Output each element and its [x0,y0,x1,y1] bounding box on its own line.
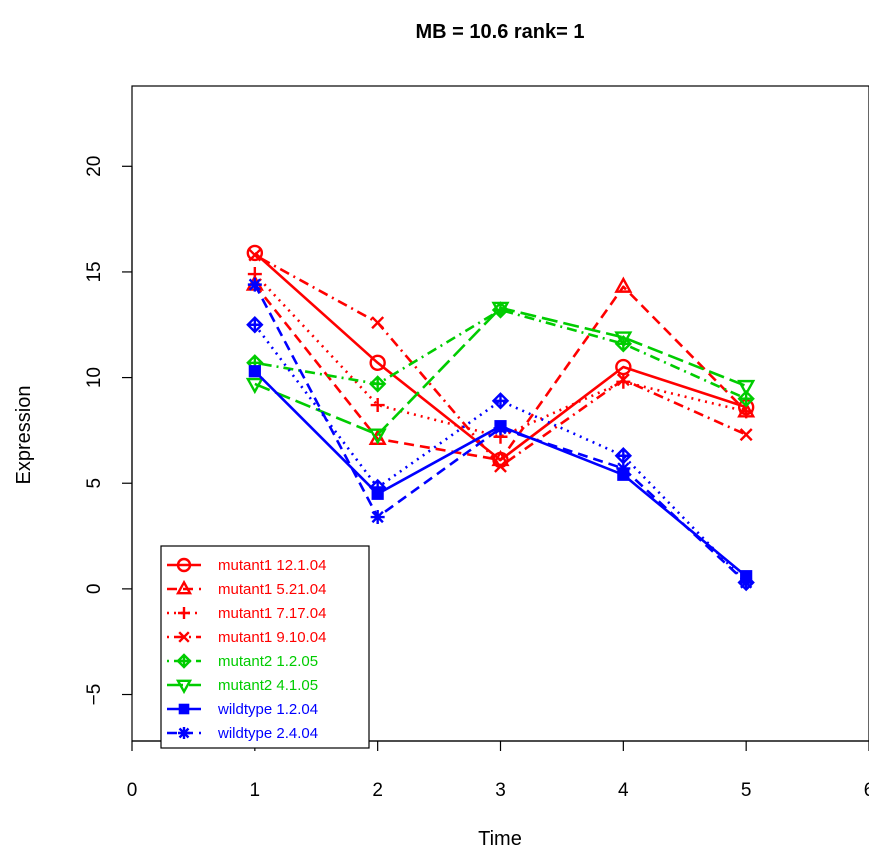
y-tick-label: 15 [84,261,105,282]
chart-title: MB = 10.6 rank= 1 [416,21,585,43]
series-line-3 [253,273,747,439]
legend-marker [175,579,193,595]
data-point-series-9 [368,478,387,497]
legend-label: mutant1 12.1.04 [218,557,326,574]
data-point-series-4 [371,316,385,330]
legend-marker [178,703,190,715]
series-line-8 [253,284,748,584]
data-point-series-6 [491,301,510,319]
legend-label: mutant2 1.2.05 [218,653,318,670]
data-point-series-2 [614,276,633,293]
x-tick-label: 0 [127,780,138,801]
data-point-series-7 [248,365,261,378]
data-point-series-4 [616,373,630,387]
legend-label: mutant1 7.17.04 [218,605,326,622]
data-point-series-9 [491,392,510,410]
data-point-series-6 [245,377,264,395]
data-point-series-6 [737,379,756,397]
y-tick-label: 0 [84,584,105,595]
y-tick-label: 5 [84,478,105,489]
x-tick-label: 1 [250,780,261,801]
series-line-2 [253,283,748,462]
data-point-series-4 [248,248,262,262]
legend-label: wildtype 2.4.04 [217,725,318,742]
series-line-6 [254,306,747,436]
legend-marker [176,653,192,669]
x-tick-label: 4 [618,780,629,801]
data-point-series-6 [614,331,633,348]
data-point-series-3 [370,398,385,413]
legend-marker [175,679,193,695]
x-tick-label: 5 [741,780,752,801]
legend-marker [178,727,190,739]
legend-box [160,545,370,749]
series-line-9 [253,323,748,584]
data-point-series-8 [493,421,508,436]
data-point-series-4 [739,428,753,442]
y-tick-label: 10 [84,367,105,388]
legend-label: mutant1 5.21.04 [218,581,326,598]
data-point-series-8 [247,277,262,292]
plot-area: 0 1 2 3 4 5 6 −5 0 5 10 15 20 mutant1 12.1.04 mutant1 … [84,85,869,801]
y-tick-label: −5 [84,684,105,706]
data-point-series-8 [370,510,385,525]
data-point-series-9 [614,447,633,465]
data-point-series-1 [615,358,632,376]
x-tick-label: 2 [372,780,383,801]
legend-marker [178,607,190,619]
data-point-series-8 [616,461,631,476]
data-point-series-9 [737,573,755,592]
data-point-series-9 [246,316,264,334]
data-point-series-6 [368,428,387,445]
legend-label: mutant1 9.10.04 [218,629,326,646]
legend-marker [176,557,192,573]
x-tick-label: 6 [864,780,869,801]
legend-label: mutant2 4.1.05 [218,677,318,694]
series-line-5 [254,308,747,400]
x-tick-label: 3 [495,780,506,801]
legend-label: wildtype 1.2.04 [217,701,318,718]
data-point-series-1 [246,244,264,262]
data-point-series-1 [369,354,386,371]
data-point-series-4 [494,459,507,473]
y-tick-label: 20 [84,156,105,177]
data-point-series-5 [368,375,387,393]
legend-marker [178,631,190,643]
x-axis-title: Time [478,828,522,850]
y-axis-title: Expression [13,386,35,485]
